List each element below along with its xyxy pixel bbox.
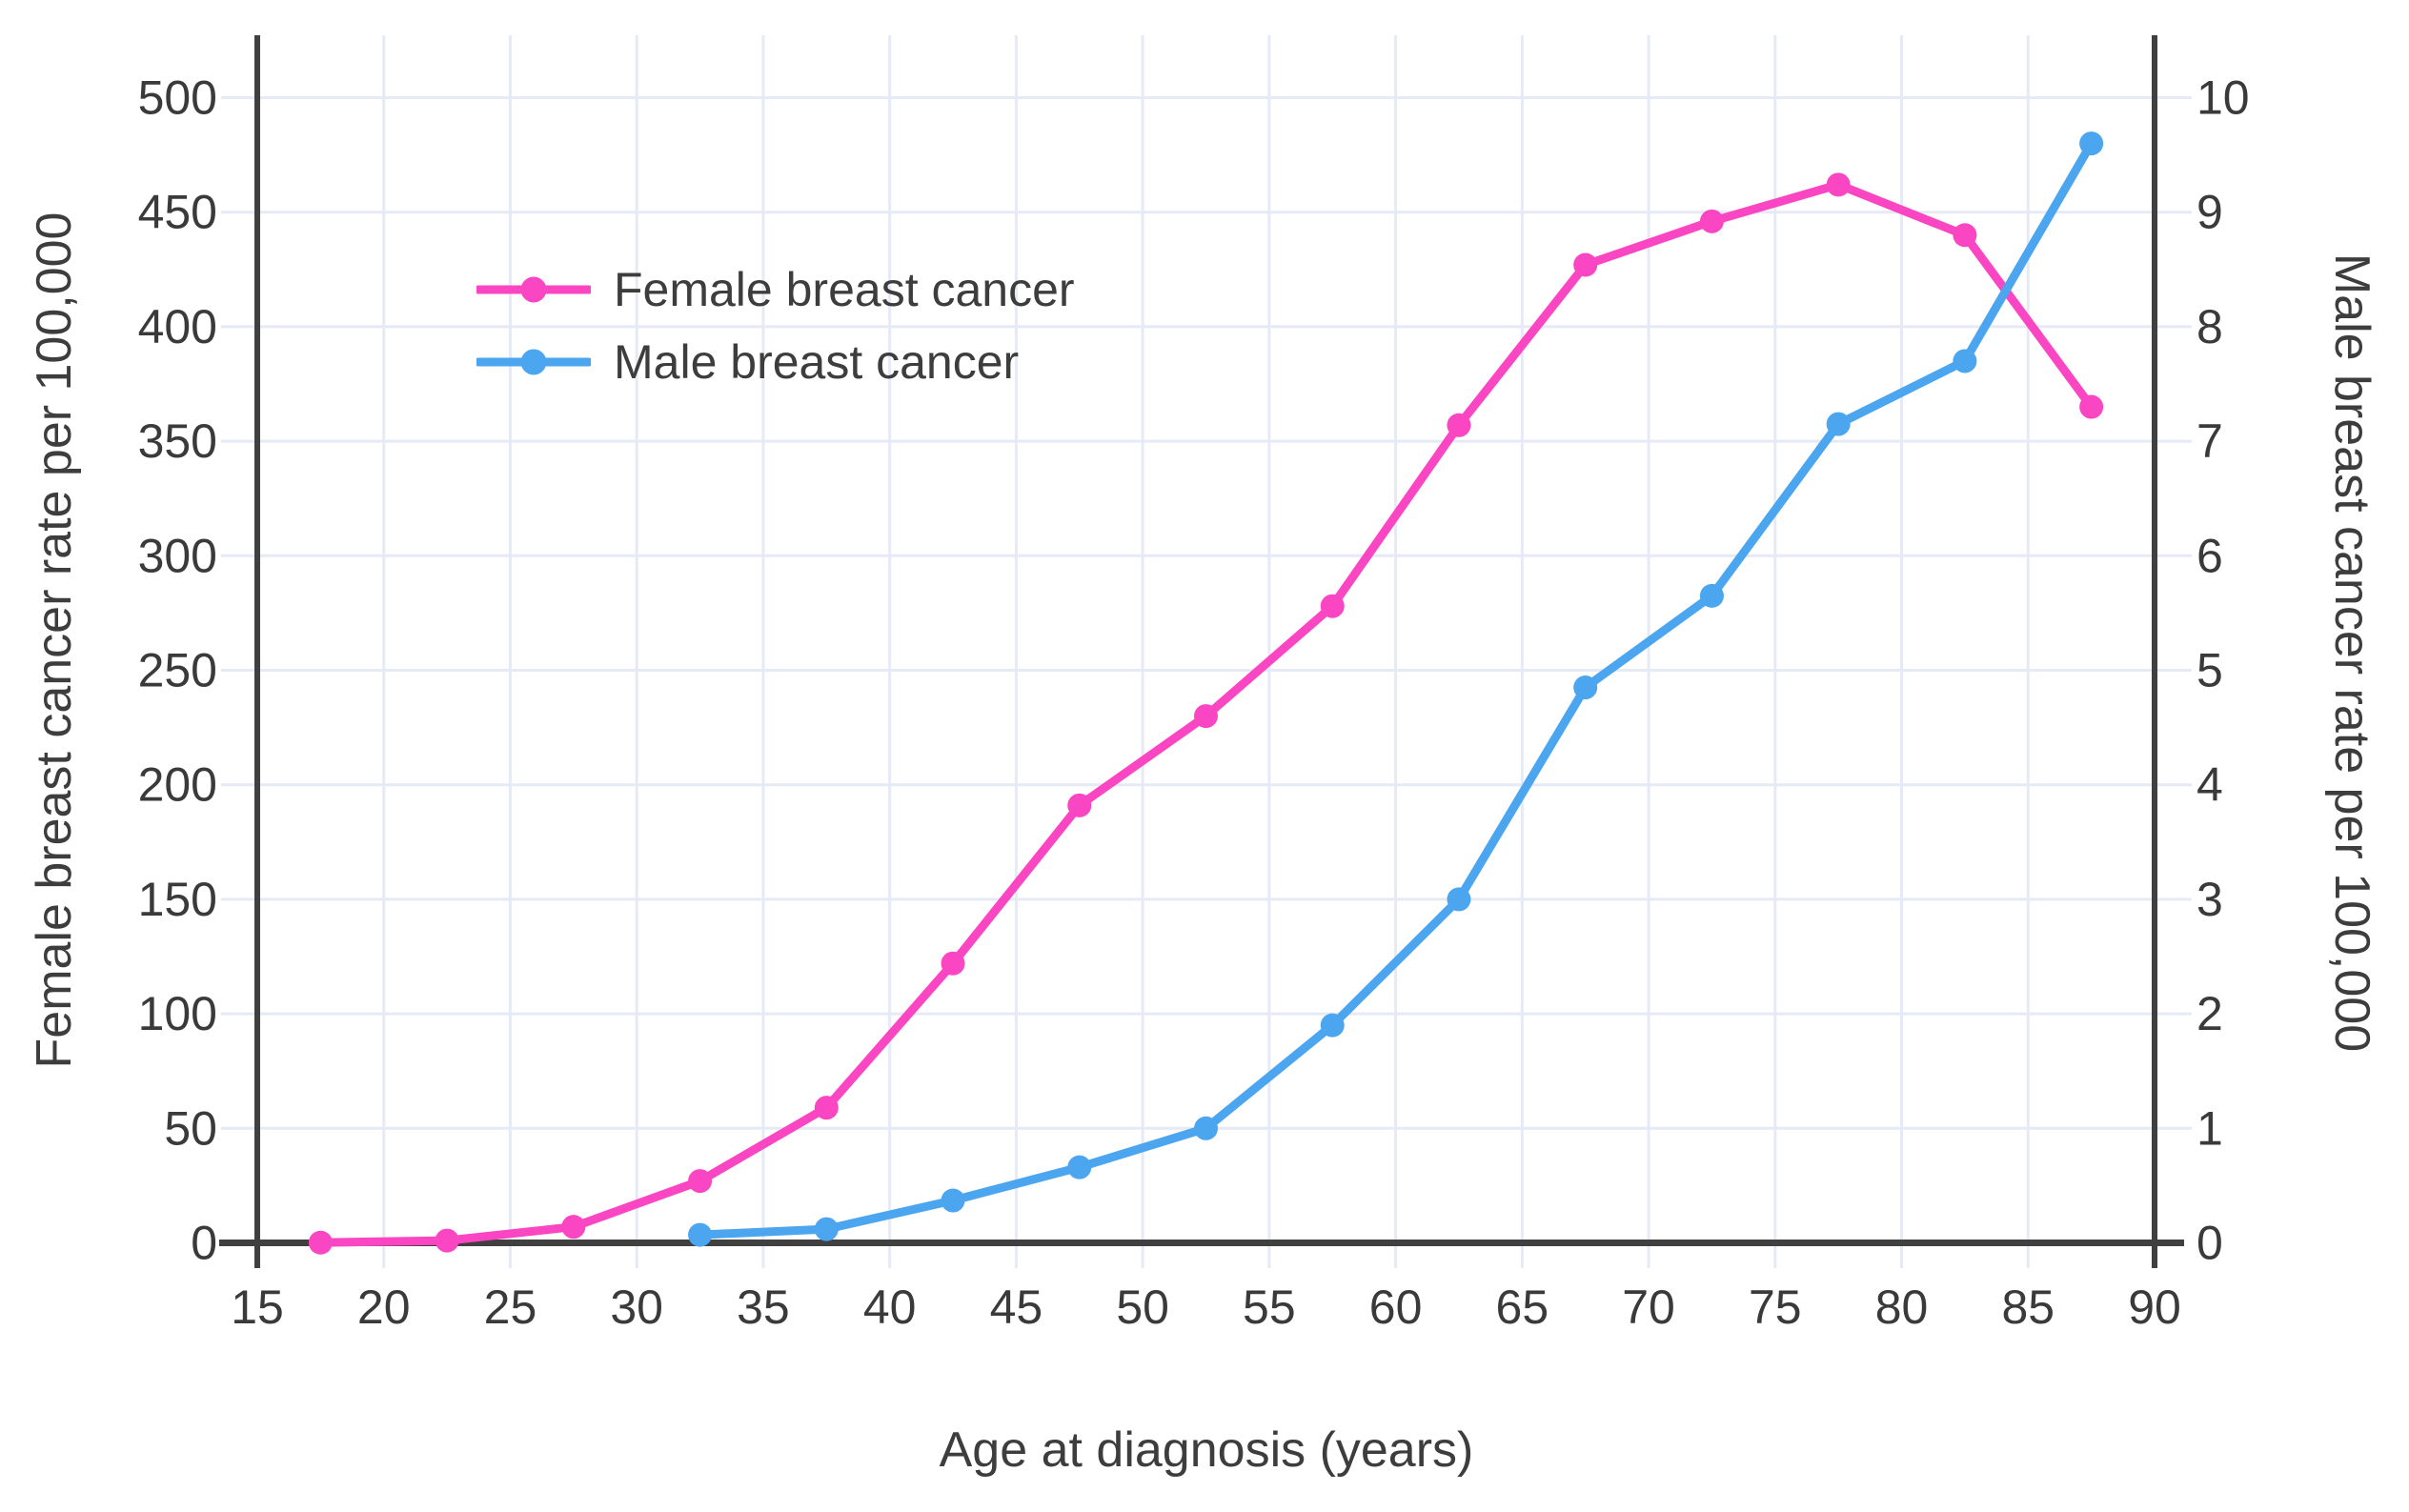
x-tick-label: 85: [2001, 1280, 2055, 1334]
right-y-tick-label: 8: [2196, 300, 2223, 353]
left-y-tick-label: 500: [138, 71, 217, 125]
female-series-marker: [1067, 793, 1092, 817]
legend-label-female: Female breast cancer: [614, 263, 1075, 316]
right-axis-title: Male breast cancer rate per 100,000: [2324, 253, 2379, 1052]
x-tick-label: 70: [1622, 1280, 1675, 1334]
female-series-marker: [688, 1169, 713, 1194]
right-y-tick-label: 9: [2196, 186, 2223, 239]
female-series-marker: [561, 1215, 586, 1240]
male-series-marker: [1826, 412, 1851, 436]
x-tick-label: 45: [990, 1280, 1043, 1334]
axes-layer: [219, 35, 2184, 1268]
left-y-tick-label: 100: [138, 987, 217, 1040]
left-y-tick-label: 250: [138, 644, 217, 697]
x-tick-label: 80: [1875, 1280, 1929, 1334]
female-series-marker: [1826, 172, 1851, 197]
left-y-tick-label: 400: [138, 300, 217, 353]
male-series-marker: [1194, 1116, 1218, 1140]
x-tick-label: 20: [357, 1280, 411, 1334]
male-series-line: [696, 139, 2096, 1240]
male-series-marker: [941, 1188, 965, 1213]
female-series-marker: [1573, 252, 1598, 277]
x-tick-label: 35: [737, 1280, 790, 1334]
male-series-marker: [2079, 131, 2104, 156]
female-series-marker: [2079, 394, 2104, 419]
male-series-marker: [1447, 887, 1471, 912]
right-y-tick-label: 7: [2196, 414, 2223, 468]
legend-item-male: Male breast cancer: [476, 326, 1075, 398]
right-y-tick-label: 3: [2196, 873, 2223, 926]
x-tick-label: 30: [610, 1280, 663, 1334]
male-series-marker: [1320, 1013, 1345, 1038]
male-line-swatch: [476, 349, 591, 375]
male-series-marker: [1067, 1155, 1092, 1179]
female-series-marker: [1447, 413, 1471, 437]
left-y-tick-label: 0: [191, 1217, 217, 1270]
male-series-marker: [1953, 349, 1977, 373]
x-tick-label: 75: [1749, 1280, 1802, 1334]
x-tick-label: 40: [863, 1280, 917, 1334]
x-tick-label: 50: [1116, 1280, 1169, 1334]
male-series-marker: [1699, 583, 1724, 608]
left-y-tick-label: 350: [138, 414, 217, 468]
female-series-marker: [941, 951, 965, 976]
female-series-marker: [1953, 223, 1977, 248]
x-tick-label: 60: [1369, 1280, 1423, 1334]
right-y-tick-label: 0: [2196, 1217, 2223, 1270]
right-y-tick-label: 6: [2196, 529, 2223, 582]
female-series-marker: [1699, 209, 1724, 233]
female-series-marker: [435, 1228, 459, 1253]
left-y-tick-label: 200: [138, 758, 217, 812]
x-tick-label: 55: [1243, 1280, 1296, 1334]
male-series-marker: [814, 1217, 839, 1241]
female-series-marker: [814, 1096, 839, 1120]
female-series-marker: [1320, 594, 1345, 618]
legend-label-male: Male breast cancer: [614, 335, 1020, 389]
right-y-tick-label: 5: [2196, 644, 2223, 697]
series-layer: [308, 131, 2104, 1255]
x-axis-title: Age at diagnosis (years): [940, 1422, 1474, 1478]
right-y-tick-label: 10: [2196, 71, 2250, 125]
legend-item-female: Female breast cancer: [476, 253, 1075, 326]
x-tick-label: 65: [1496, 1280, 1549, 1334]
right-y-tick-label: 4: [2196, 758, 2223, 812]
right-y-tick-label: 2: [2196, 987, 2223, 1040]
male-series-marker: [1573, 675, 1598, 700]
female-line-swatch: [476, 276, 591, 303]
x-tick-label: 25: [484, 1280, 537, 1334]
right-y-tick-label: 1: [2196, 1101, 2223, 1155]
tick-labels-layer: 15 20 25 30 35 40 45 50 55 60 65 70 75 80 85 9005010015…: [138, 71, 2250, 1335]
left-y-tick-label: 450: [138, 186, 217, 239]
female-series-marker: [308, 1230, 333, 1255]
left-y-tick-label: 300: [138, 529, 217, 582]
left-axis-title: Female breast cancer rate per 100,000: [27, 212, 82, 1069]
female-series-marker: [1194, 704, 1218, 729]
male-series-marker: [688, 1222, 713, 1247]
left-y-tick-label: 150: [138, 873, 217, 926]
gridlines-layer: [221, 35, 2192, 1268]
x-tick-label: 90: [2128, 1280, 2181, 1334]
left-y-tick-label: 50: [164, 1101, 217, 1155]
legend: Female breast cancer Male breast cancer: [476, 253, 1075, 398]
x-tick-label: 15: [231, 1280, 284, 1334]
